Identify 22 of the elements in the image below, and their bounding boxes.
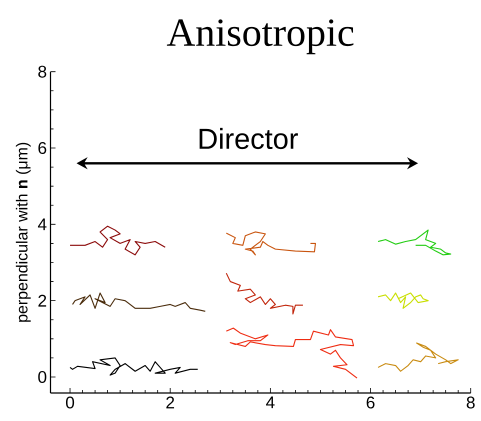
chart-title: Anisotropic	[166, 19, 354, 54]
annotation: Director	[200, 128, 298, 150]
line-series	[226, 328, 358, 379]
line-series	[378, 342, 459, 372]
line-series	[226, 231, 316, 256]
x-tick-label: 0	[66, 396, 74, 409]
y-tick-label: 2	[38, 294, 46, 307]
y-axis-title: perpendicular with n (μm)	[16, 142, 31, 322]
line-series	[69, 226, 166, 256]
y-tick-label: 6	[38, 142, 46, 154]
x-tick-label: 8	[466, 396, 475, 409]
y-tick-label: 4	[38, 218, 46, 230]
line-series	[378, 292, 429, 309]
line-series	[226, 272, 304, 315]
x-tick-label: 2	[166, 396, 174, 408]
line-series	[69, 357, 198, 376]
y-tick-label: 0	[38, 370, 46, 383]
x-tick-label: 4	[266, 396, 275, 408]
x-tick-label: 6	[366, 396, 374, 409]
line-series	[72, 292, 206, 312]
y-tick-label: 8	[38, 66, 46, 78]
line-series	[378, 230, 452, 256]
